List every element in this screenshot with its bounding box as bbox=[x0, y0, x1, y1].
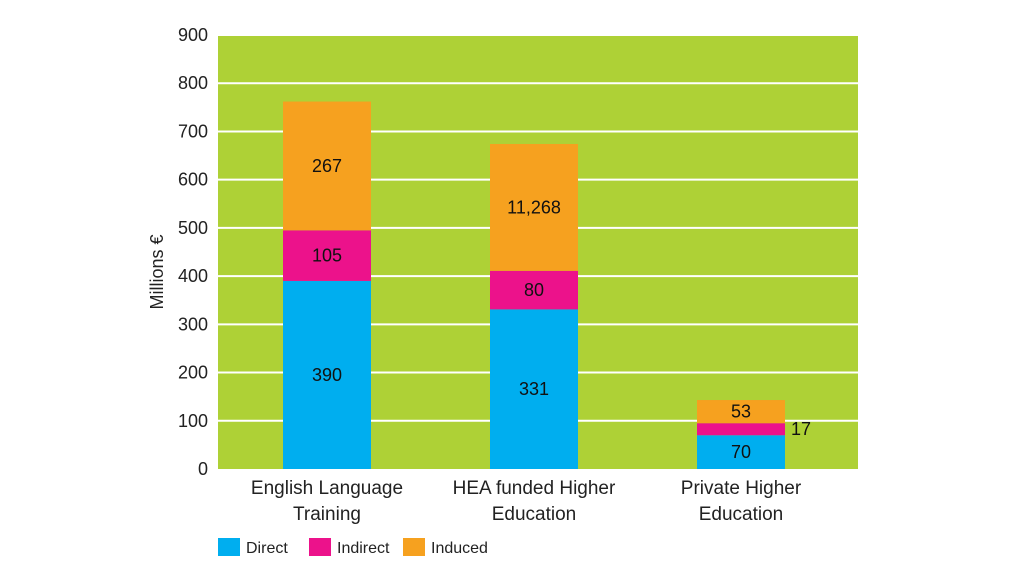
legend-swatch-direct bbox=[218, 538, 240, 556]
data-label: 53 bbox=[731, 402, 751, 422]
data-label: 11,268 bbox=[507, 197, 561, 217]
y-axis-title: Millions € bbox=[147, 234, 167, 309]
x-category-label: English Language bbox=[251, 478, 403, 499]
y-tick-label: 600 bbox=[178, 170, 208, 190]
bar-indirect-segment bbox=[697, 423, 785, 436]
bar-induced-segment bbox=[490, 143, 578, 271]
data-label: 105 bbox=[312, 246, 342, 266]
legend-label-indirect: Indirect bbox=[337, 540, 390, 557]
legend-label-direct: Direct bbox=[246, 540, 288, 557]
y-tick-label: 0 bbox=[198, 459, 208, 479]
bar-induced-segment bbox=[283, 101, 371, 231]
x-category-label: Private Higher bbox=[681, 478, 802, 499]
data-label: 390 bbox=[312, 365, 342, 385]
bar-indirect-segment bbox=[490, 270, 578, 310]
legend-label-induced: Induced bbox=[431, 540, 488, 557]
y-tick-label: 900 bbox=[178, 25, 208, 45]
bar-direct-segment bbox=[283, 280, 371, 469]
y-tick-label: 300 bbox=[178, 314, 208, 334]
x-category-label: Education bbox=[492, 504, 577, 525]
y-tick-label: 200 bbox=[178, 363, 208, 383]
y-tick-label: 700 bbox=[178, 121, 208, 141]
x-category-label: HEA funded Higher bbox=[453, 478, 616, 499]
legend-swatch-induced bbox=[403, 538, 425, 556]
bar-direct-segment bbox=[490, 309, 578, 469]
x-category-label: Training bbox=[293, 504, 361, 525]
bar-direct-segment bbox=[697, 435, 785, 469]
legend-swatch-indirect bbox=[309, 538, 331, 556]
data-label: 70 bbox=[731, 442, 751, 462]
data-label: 331 bbox=[519, 379, 549, 399]
bar-induced-segment bbox=[697, 400, 785, 424]
y-tick-label: 500 bbox=[178, 218, 208, 238]
data-label: 80 bbox=[524, 280, 544, 300]
data-label: 17 bbox=[791, 419, 811, 439]
x-category-label: Education bbox=[699, 504, 784, 525]
y-tick-label: 400 bbox=[178, 266, 208, 286]
bar-indirect-segment bbox=[283, 230, 371, 281]
y-tick-label: 100 bbox=[178, 411, 208, 431]
data-label: 267 bbox=[312, 156, 342, 176]
y-tick-label: 800 bbox=[178, 73, 208, 93]
